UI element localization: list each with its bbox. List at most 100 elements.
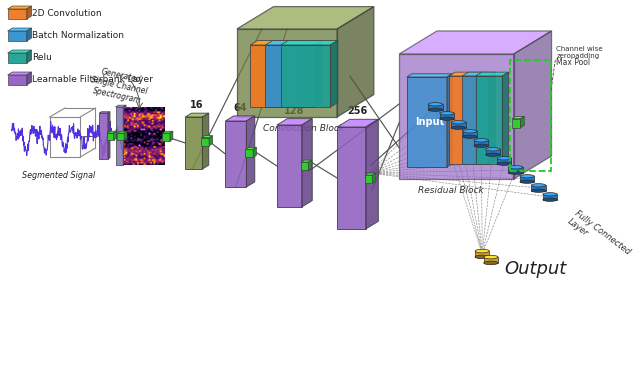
Ellipse shape	[486, 148, 500, 151]
Ellipse shape	[463, 130, 477, 133]
Polygon shape	[202, 135, 212, 138]
Polygon shape	[118, 133, 124, 140]
Polygon shape	[250, 45, 300, 107]
Polygon shape	[202, 113, 209, 169]
Polygon shape	[27, 50, 31, 63]
Text: Relu: Relu	[33, 53, 52, 62]
Polygon shape	[407, 77, 447, 167]
Polygon shape	[301, 160, 312, 162]
Polygon shape	[476, 76, 502, 164]
Polygon shape	[209, 135, 212, 146]
Text: Segmented Signal: Segmented Signal	[22, 171, 95, 180]
Polygon shape	[337, 127, 365, 229]
Text: Convolution Block: Convolution Block	[263, 124, 344, 133]
Polygon shape	[509, 167, 523, 173]
Polygon shape	[108, 112, 110, 159]
Polygon shape	[118, 131, 127, 133]
Text: Residual Block: Residual Block	[418, 186, 484, 195]
Polygon shape	[170, 131, 173, 141]
Polygon shape	[163, 131, 173, 133]
Polygon shape	[486, 149, 500, 155]
Bar	[510, 60, 550, 171]
Text: 2D Convolution: 2D Convolution	[33, 9, 102, 17]
Polygon shape	[462, 72, 495, 76]
Polygon shape	[463, 131, 477, 137]
Text: 128: 128	[284, 106, 305, 116]
Polygon shape	[250, 41, 307, 45]
Ellipse shape	[520, 180, 534, 183]
Ellipse shape	[451, 121, 465, 124]
Text: Learnable Filterbank Layer: Learnable Filterbank Layer	[33, 75, 154, 84]
Polygon shape	[246, 116, 255, 187]
Polygon shape	[107, 131, 116, 133]
Text: Output: Output	[504, 260, 566, 278]
Polygon shape	[277, 125, 301, 207]
Polygon shape	[308, 160, 312, 170]
Text: Max Pool: Max Pool	[556, 58, 591, 67]
Polygon shape	[245, 149, 253, 157]
Polygon shape	[520, 116, 524, 128]
Text: 64: 64	[234, 103, 247, 113]
Polygon shape	[8, 9, 27, 19]
Ellipse shape	[509, 171, 523, 175]
Polygon shape	[475, 251, 490, 257]
Ellipse shape	[484, 255, 498, 259]
Polygon shape	[266, 41, 323, 45]
Text: Input: Input	[415, 117, 444, 127]
Polygon shape	[237, 7, 374, 29]
Polygon shape	[281, 41, 338, 45]
Polygon shape	[245, 147, 257, 149]
Polygon shape	[365, 175, 372, 183]
Polygon shape	[124, 131, 127, 140]
Polygon shape	[484, 257, 498, 263]
Polygon shape	[8, 50, 31, 53]
Polygon shape	[330, 41, 338, 107]
Polygon shape	[476, 72, 482, 164]
Ellipse shape	[531, 189, 546, 192]
Ellipse shape	[484, 261, 498, 265]
Polygon shape	[365, 173, 376, 175]
Polygon shape	[281, 45, 330, 107]
Polygon shape	[8, 6, 31, 9]
Polygon shape	[531, 185, 546, 191]
Polygon shape	[449, 72, 482, 76]
Polygon shape	[123, 105, 126, 165]
Polygon shape	[512, 116, 524, 119]
Polygon shape	[114, 131, 116, 140]
Polygon shape	[337, 7, 374, 117]
Polygon shape	[407, 74, 452, 77]
Text: 16: 16	[190, 100, 204, 110]
Polygon shape	[99, 112, 110, 113]
Polygon shape	[277, 118, 312, 125]
Ellipse shape	[497, 162, 511, 165]
Polygon shape	[116, 105, 126, 107]
Ellipse shape	[428, 103, 443, 106]
Polygon shape	[489, 72, 495, 164]
Polygon shape	[497, 158, 511, 164]
Polygon shape	[476, 72, 509, 76]
Polygon shape	[225, 121, 246, 187]
Polygon shape	[300, 41, 307, 107]
Polygon shape	[512, 119, 520, 128]
Ellipse shape	[475, 255, 490, 259]
Polygon shape	[163, 133, 170, 141]
Ellipse shape	[440, 117, 454, 120]
Ellipse shape	[543, 198, 557, 201]
Ellipse shape	[497, 157, 511, 160]
Polygon shape	[372, 173, 376, 183]
Polygon shape	[399, 31, 552, 54]
Polygon shape	[99, 113, 108, 159]
Polygon shape	[315, 41, 323, 107]
Polygon shape	[451, 122, 465, 128]
Polygon shape	[447, 74, 452, 167]
Polygon shape	[253, 147, 257, 157]
Polygon shape	[27, 6, 31, 19]
Polygon shape	[27, 28, 31, 41]
Polygon shape	[301, 118, 312, 207]
Polygon shape	[8, 75, 27, 85]
Polygon shape	[502, 72, 509, 164]
Polygon shape	[462, 76, 489, 164]
Ellipse shape	[474, 144, 488, 147]
Polygon shape	[202, 138, 209, 146]
Polygon shape	[514, 31, 552, 179]
